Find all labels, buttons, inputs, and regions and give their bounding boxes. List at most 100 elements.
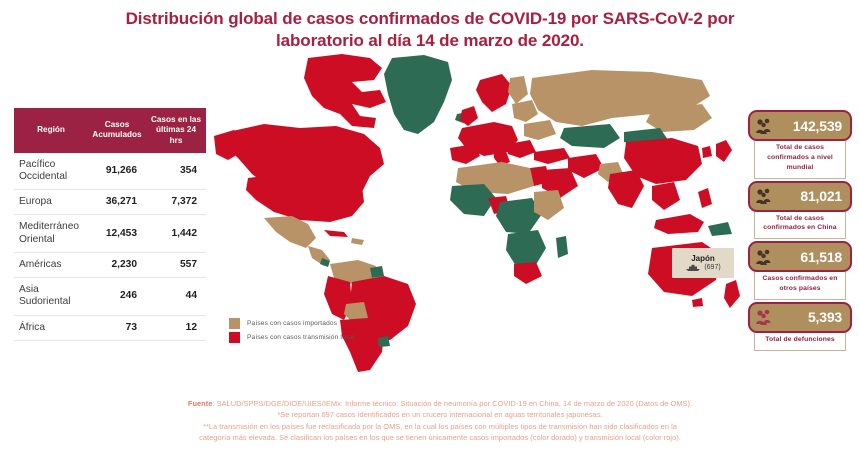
footer-line-note1: *Se reportan 697 casos identificados en … xyxy=(277,410,603,420)
cell-last24: 557 xyxy=(146,252,206,279)
footer-line-note2: **La transmisión en los países fue recla… xyxy=(203,421,677,431)
stat-value-box: 142,539 xyxy=(748,110,852,141)
stat-caption: Total de casos confirmados a nivel mundi… xyxy=(754,137,846,179)
footer-line-note3: categoría más elevada. Se clasifican los… xyxy=(199,433,681,443)
stat-value: 5,393 xyxy=(807,309,842,326)
map-landmasses xyxy=(214,54,740,372)
footer-source-notes: Fuente: SALUD/SPPS/DGE/DIOE/UIES/IEMx: I… xyxy=(70,398,810,444)
cell-accumulated: 36,271 xyxy=(88,189,146,216)
country-cuba xyxy=(324,230,348,237)
cell-region: Asia Sudoriental xyxy=(14,277,88,316)
stat-caption: Total de defunciones xyxy=(754,328,846,351)
table-row: Mediterráneo Oriental 12,453 1,442 xyxy=(14,214,206,253)
stat-china-confirmed: 81,021 Total de casos confirmados en Chi… xyxy=(748,180,852,240)
country-ukraine xyxy=(524,120,556,140)
map-legend: Países con casos importados Países con c… xyxy=(229,318,399,346)
country-guyana xyxy=(370,266,384,278)
people-group-icon xyxy=(756,188,771,205)
country-east-africa xyxy=(534,190,564,220)
country-kazakhstan xyxy=(560,124,620,148)
country-turkey xyxy=(534,148,570,164)
stat-other-countries-confirmed: 61,518 Casos confirmados en otros países xyxy=(748,241,852,300)
country-central-africa xyxy=(496,198,542,234)
country-colombia-venezuela xyxy=(330,260,376,284)
country-south-africa xyxy=(514,262,542,284)
country-uk-ireland xyxy=(460,106,478,126)
country-canada xyxy=(304,54,386,128)
stat-caption: Casos confirmados en otros países xyxy=(754,268,846,300)
country-finland xyxy=(508,76,528,104)
cell-accumulated: 12,453 xyxy=(88,214,146,253)
footer-source-text: : SALUD/SPPS/DGE/DIOE/UIES/IEMx: Informe… xyxy=(212,399,693,408)
country-scandinavia xyxy=(476,74,512,112)
country-uruguay xyxy=(378,336,390,347)
country-balkans xyxy=(508,140,536,158)
country-iran xyxy=(568,154,604,178)
country-japan xyxy=(716,140,732,162)
country-costa-rica xyxy=(320,258,330,267)
table-row: Américas 2,230 557 xyxy=(14,252,206,279)
page-title: Distribución global de casos confirmados… xyxy=(125,9,735,51)
stat-value: 81,021 xyxy=(800,188,842,205)
cruise-ship-icon xyxy=(686,264,701,271)
cell-accumulated: 2,230 xyxy=(88,252,146,279)
japan-case-count: (697) xyxy=(704,264,721,271)
country-chile-argentina xyxy=(340,318,384,372)
country-italy xyxy=(494,146,510,166)
cell-accumulated: 73 xyxy=(88,315,146,341)
stat-total-deaths: 5,393 Total de defunciones xyxy=(748,301,852,351)
cell-last24: 44 xyxy=(146,277,206,316)
country-alaska xyxy=(214,130,246,160)
country-baltics-belarus xyxy=(512,100,538,122)
world-map xyxy=(212,52,742,377)
country-tasmania xyxy=(692,298,703,307)
country-iberia xyxy=(450,144,480,164)
column-header-region: Región xyxy=(14,108,88,153)
country-greenland xyxy=(384,55,452,134)
legend-item-imported: Países con casos importados xyxy=(229,318,399,329)
table-row: Pacífico Occidental 91,266 354 xyxy=(14,152,206,191)
country-philippines xyxy=(698,188,712,208)
cell-last24: 12 xyxy=(146,315,206,341)
country-russia-east xyxy=(646,104,712,132)
japan-label: Japón xyxy=(691,254,715,263)
country-saudi-arabia xyxy=(542,168,578,198)
country-egypt xyxy=(530,166,550,186)
deaths-people-icon xyxy=(756,310,771,326)
table-header-row: Región Casos Acumulados Casos en las últ… xyxy=(14,108,206,153)
country-new-zealand xyxy=(724,280,740,308)
legend-label-imported: Países con casos importados xyxy=(247,320,338,327)
country-china xyxy=(624,138,702,184)
country-hispaniola xyxy=(351,238,364,245)
cell-region: África xyxy=(14,315,88,341)
country-bolivia xyxy=(344,302,368,322)
people-group-icon xyxy=(756,118,771,134)
legend-label-local: Países con casos transmisión local xyxy=(247,334,355,341)
summary-stats-panel: 142,539 Total de casos confirmados a niv… xyxy=(748,110,852,353)
cell-region: Mediterráneo Oriental xyxy=(14,214,88,253)
cell-accumulated: 91,266 xyxy=(88,152,146,191)
table-row: Europa 36,271 7,372 xyxy=(14,189,206,216)
column-header-last24: Casos en las últimas 24 hrs xyxy=(146,108,206,153)
country-korea xyxy=(702,146,712,158)
cell-region: Américas xyxy=(14,252,88,279)
stat-value: 61,518 xyxy=(800,248,842,265)
cell-last24: 354 xyxy=(146,152,206,191)
stat-value-box: 5,393 xyxy=(748,301,852,333)
cell-last24: 7,372 xyxy=(146,189,206,216)
table-row: África 73 12 xyxy=(14,315,206,341)
people-group-icon xyxy=(756,249,771,265)
stat-caption: Total de casos confirmados en China xyxy=(754,207,846,240)
country-indochina xyxy=(652,182,680,210)
stat-value: 142,539 xyxy=(792,117,842,134)
cell-region: Europa xyxy=(14,189,88,216)
legend-swatch-local-icon xyxy=(229,332,240,343)
country-india xyxy=(608,170,644,208)
country-mexico xyxy=(264,216,316,248)
cell-last24: 1,442 xyxy=(146,214,206,253)
regional-cases-table: Región Casos Acumulados Casos en las últ… xyxy=(14,108,206,341)
column-header-accumulated: Casos Acumulados xyxy=(88,108,146,153)
stat-value-box: 81,021 xyxy=(748,180,852,212)
legend-swatch-imported-icon xyxy=(229,318,240,329)
